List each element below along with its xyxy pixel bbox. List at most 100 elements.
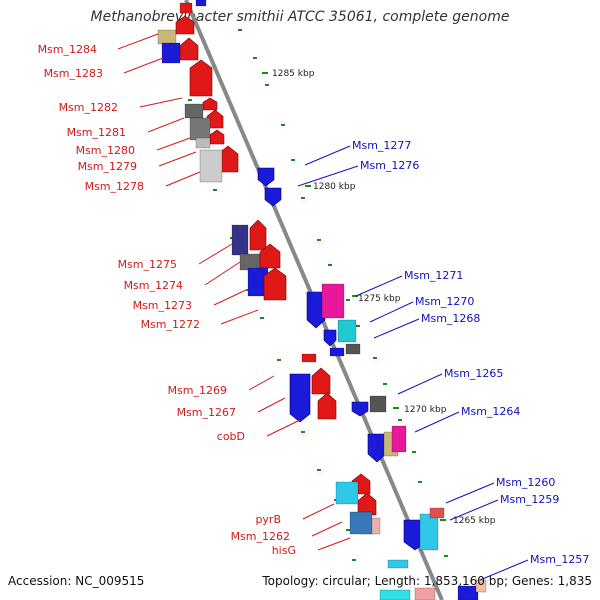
- gene-label-msm-1282: Msm_1282: [59, 101, 118, 114]
- gene-block-other: [369, 395, 387, 413]
- gene-block-forward: [209, 129, 225, 145]
- gene-label-msm-1259: Msm_1259: [500, 493, 559, 506]
- gene-label-cobd: cobD: [217, 430, 245, 443]
- gene-label-msm-1271: Msm_1271: [404, 269, 463, 282]
- leader-line-msm-1278: [165, 171, 201, 187]
- scale-label-1280-kbp: 1280 kbp: [313, 182, 356, 192]
- gene-block-forward: [179, 37, 199, 61]
- tick-mark: [418, 481, 422, 483]
- gene-label-msm-1267: Msm_1267: [177, 406, 236, 419]
- gene-block-other: [195, 137, 211, 149]
- leader-line-msm-1280: [156, 137, 191, 151]
- gene-block-reverse: [329, 347, 345, 357]
- tick-mark: [265, 84, 269, 86]
- gene-block-forward: [301, 353, 317, 363]
- gene-block-other: [349, 511, 373, 535]
- gene-label-msm-1280: Msm_1280: [76, 144, 135, 157]
- tick-mark: [444, 555, 448, 557]
- gene-block-other: [239, 253, 261, 271]
- gene-block-reverse: [195, 0, 207, 7]
- leader-line-msm-1281: [147, 117, 185, 133]
- gene-block-other: [199, 149, 223, 183]
- gene-block-other: [231, 224, 249, 256]
- tick-mark: [213, 189, 217, 191]
- gene-block-forward: [157, 29, 177, 45]
- leader-line-pyrb: [302, 503, 335, 520]
- gene-block-reverse: [351, 401, 369, 417]
- gene-block-forward: [189, 59, 213, 97]
- tick-mark: [346, 299, 350, 301]
- gene-label-msm-1262: Msm_1262: [231, 530, 290, 543]
- gene-label-msm-1265: Msm_1265: [444, 367, 503, 380]
- gene-block-forward: [249, 219, 267, 251]
- gene-block-other: [419, 513, 439, 551]
- leader-line-msm-1257: [479, 559, 529, 581]
- gene-label-msm-1276: Msm_1276: [360, 159, 419, 172]
- gene-label-hisg: hisG: [272, 544, 296, 557]
- gene-block-reverse: [457, 585, 479, 600]
- gene-label-msm-1260: Msm_1260: [496, 476, 555, 489]
- leader-line-msm-1260: [445, 482, 495, 504]
- gene-label-msm-1264: Msm_1264: [461, 405, 520, 418]
- leader-line-msm-1273: [213, 289, 247, 306]
- tick-mark: [328, 264, 332, 266]
- tick-mark: [352, 559, 356, 561]
- gene-block-reverse: [161, 42, 181, 64]
- tick-mark: [238, 29, 242, 31]
- leader-line-msm-1276: [297, 165, 359, 187]
- leader-line-msm-1284: [117, 33, 159, 50]
- gene-label-msm-1275: Msm_1275: [118, 258, 177, 271]
- accession-text: Accession: NC_009515: [8, 574, 144, 588]
- leader-line-msm-1269: [248, 375, 275, 391]
- genes-text: Genes: 1,835: [511, 574, 592, 588]
- gene-block-other: [391, 425, 407, 453]
- gene-block-forward: [317, 392, 337, 420]
- tick-mark: [277, 359, 281, 361]
- length-text: Length: 1,853,160 bp;: [374, 574, 512, 588]
- gene-block-forward: [311, 367, 331, 395]
- accession-label: Accession:: [8, 574, 72, 588]
- leader-line-msm-1267: [257, 397, 286, 413]
- leader-line-msm-1270: [369, 301, 414, 323]
- gene-block-forward: [175, 15, 195, 35]
- tick-mark: [356, 325, 360, 327]
- gene-label-msm-1257: Msm_1257: [530, 553, 589, 566]
- gene-block-other: [345, 343, 361, 355]
- tick-mark: [301, 197, 305, 199]
- gene-label-msm-1279: Msm_1279: [78, 160, 137, 173]
- leader-line-hisg: [317, 537, 351, 551]
- tick-mark: [291, 159, 295, 161]
- genome-summary-text: Topology: circular; Length: 1,853,160 bp…: [262, 574, 592, 588]
- gene-label-msm-1284: Msm_1284: [38, 43, 97, 56]
- scale-label-1270-kbp: 1270 kbp: [404, 405, 447, 415]
- tick-mark: [383, 383, 387, 385]
- leader-line-msm-1283: [123, 57, 164, 74]
- gene-block-forward: [202, 97, 218, 111]
- gene-label-msm-1278: Msm_1278: [85, 180, 144, 193]
- tick-mark: [253, 57, 257, 59]
- tick-mark: [260, 317, 264, 319]
- gene-block-reverse: [264, 187, 282, 207]
- gene-label-pyrb: pyrB: [255, 513, 281, 526]
- gene-block-other: [387, 559, 409, 569]
- gene-label-msm-1283: Msm_1283: [44, 67, 103, 80]
- tick-mark: [346, 529, 350, 531]
- leader-line-msm-1259: [449, 499, 499, 521]
- leader-line-msm-1277: [304, 145, 351, 166]
- gene-block-other: [379, 589, 411, 600]
- gene-label-msm-1268: Msm_1268: [421, 312, 480, 325]
- leader-line-msm-1272: [220, 309, 259, 325]
- leader-line-msm-1279: [158, 151, 197, 167]
- tick-mark: [281, 124, 285, 126]
- gene-label-msm-1274: Msm_1274: [124, 279, 183, 292]
- gene-label-msm-1272: Msm_1272: [141, 318, 200, 331]
- gene-label-msm-1281: Msm_1281: [67, 126, 126, 139]
- leader-line-msm-1282: [139, 97, 183, 108]
- tick-mark: [398, 419, 402, 421]
- gene-block-reverse: [257, 167, 275, 187]
- gene-block-forward: [259, 243, 281, 269]
- accession-value: NC_009515: [75, 574, 145, 588]
- gene-block-other: [337, 319, 357, 343]
